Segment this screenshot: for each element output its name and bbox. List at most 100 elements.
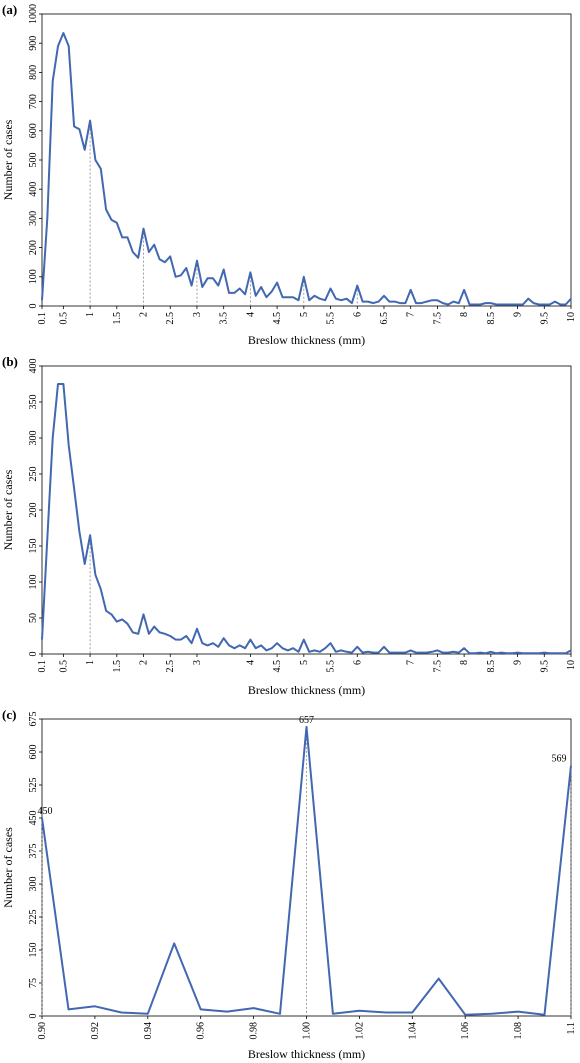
y-tick-label: 250 <box>28 467 39 482</box>
y-tick-label: 200 <box>28 503 39 518</box>
x-tick-label: 5 <box>299 312 310 317</box>
y-tick-label: 700 <box>28 94 39 109</box>
y-tick-label: 150 <box>28 943 39 958</box>
x-tick-label: 8.5 <box>486 660 497 673</box>
y-tick-label: 400 <box>28 359 39 374</box>
y-tick-label: 150 <box>28 539 39 554</box>
x-tick-label: 0.96 <box>196 1022 207 1040</box>
x-tick-label: 2.5 <box>165 312 176 325</box>
x-tick-label: 0.94 <box>143 1022 154 1040</box>
x-tick-label: 0.92 <box>90 1022 101 1040</box>
panel-label: (a) <box>2 2 17 17</box>
x-tick-label: 9 <box>513 660 524 665</box>
x-tick-label: 7.5 <box>432 660 443 673</box>
chart-panel-0: 0 100 200 300 400 500 600 700 800 900 1000 0.1 0.5 1 1… <box>1 2 577 347</box>
x-tick-label: 1.5 <box>112 660 123 673</box>
y-axis-title: Number of cases <box>1 827 15 908</box>
y-tick-label: 0 <box>28 304 39 309</box>
x-tick-label: 2 <box>139 660 150 665</box>
x-tick-label: 3 <box>192 312 203 317</box>
plot-frame <box>41 13 572 307</box>
y-tick-label: 0 <box>28 1014 39 1019</box>
x-tick-label: 0.5 <box>58 660 69 673</box>
x-tick-label: 1.00 <box>302 1022 313 1040</box>
x-tick-label: 10 <box>566 312 577 322</box>
x-tick-label: 1.5 <box>112 312 123 325</box>
x-tick-label: 7.5 <box>432 312 443 325</box>
x-tick-label: 1.02 <box>354 1022 365 1040</box>
x-tick-label: 9.5 <box>539 660 550 673</box>
y-tick-label: 300 <box>28 431 39 446</box>
data-label: 450 <box>38 806 53 817</box>
panel-label: (b) <box>2 354 18 369</box>
x-tick-label: 1 <box>85 312 96 317</box>
y-tick-label: 525 <box>28 778 39 793</box>
y-tick-label: 300 <box>28 211 39 226</box>
y-tick-label: 100 <box>28 575 39 590</box>
y-tick-label: 675 <box>28 712 39 727</box>
x-tick-label: 6.5 <box>379 312 390 325</box>
x-tick-label: 7 <box>406 660 417 665</box>
x-tick-label: 10 <box>566 660 577 670</box>
x-tick-label: 5.5 <box>326 660 337 673</box>
x-tick-label: 7 <box>406 312 417 317</box>
x-tick-label: 3 <box>192 660 203 665</box>
y-tick-label: 1000 <box>28 4 39 24</box>
x-tick-label: 3.5 <box>219 312 230 325</box>
x-tick-label: 0.1 <box>37 312 48 325</box>
x-tick-label: 0.5 <box>58 312 69 325</box>
y-tick-label: 800 <box>28 65 39 80</box>
series-line <box>41 383 572 655</box>
y-tick-label: 600 <box>28 745 39 760</box>
plot-frame <box>41 365 572 655</box>
x-tick-label: 9.5 <box>539 312 550 325</box>
y-tick-label: 375 <box>28 844 39 859</box>
y-tick-label: 400 <box>28 182 39 197</box>
x-axis-title: Breslow thickness (mm) <box>248 683 365 697</box>
x-tick-label: 9 <box>513 312 524 317</box>
y-tick-label: 100 <box>28 269 39 284</box>
y-tick-label: 200 <box>28 240 39 255</box>
x-tick-label: 4.5 <box>272 312 283 325</box>
panel-label: (c) <box>2 707 16 722</box>
x-tick-label: 4 <box>245 660 256 665</box>
y-tick-label: 75 <box>28 978 39 988</box>
x-tick-label: 5.5 <box>326 312 337 325</box>
x-axis-title: Breslow thickness (mm) <box>248 333 365 347</box>
y-tick-label: 225 <box>28 910 39 925</box>
x-tick-label: 1.08 <box>513 1022 524 1040</box>
x-tick-label: 1.06 <box>460 1022 471 1040</box>
y-tick-label: 50 <box>28 613 39 623</box>
x-tick-label: 2.5 <box>165 660 176 673</box>
x-tick-label: 1 <box>85 660 96 665</box>
y-axis-title: Number of cases <box>1 469 15 550</box>
y-axis-title: Number of cases <box>1 119 15 200</box>
chart-panel-1: 0 50 100 150 200 250 300 350 400 0.1 0.5 1 1.5 2 2.5 3 4… <box>1 354 577 697</box>
x-tick-label: 1.1 <box>566 1022 577 1035</box>
x-axis-title: Breslow thickness (mm) <box>248 1047 365 1061</box>
x-tick-label: 8 <box>459 312 470 317</box>
x-tick-label: 4 <box>245 312 256 317</box>
x-tick-label: 6 <box>352 312 363 317</box>
data-label: 569 <box>552 754 567 765</box>
series-line <box>41 32 572 306</box>
chart-panel-2: 0 75 150 225 300 375 450 525 600 675 0.90 0.92 0.94 0… <box>1 707 577 1061</box>
x-tick-label: 1.04 <box>407 1022 418 1040</box>
x-tick-label: 4.5 <box>272 660 283 673</box>
y-tick-label: 350 <box>28 395 39 410</box>
y-tick-label: 600 <box>28 123 39 138</box>
x-tick-label: 0.98 <box>249 1022 260 1040</box>
x-tick-label: 8 <box>459 660 470 665</box>
data-label: 657 <box>299 715 314 726</box>
x-tick-label: 0.90 <box>37 1022 48 1040</box>
x-tick-label: 0.1 <box>37 660 48 673</box>
y-tick-label: 300 <box>28 877 39 892</box>
x-tick-label: 6 <box>352 660 363 665</box>
y-tick-label: 0 <box>28 652 39 657</box>
y-tick-label: 500 <box>28 153 39 168</box>
x-tick-label: 5 <box>299 660 310 665</box>
x-tick-label: 8.5 <box>486 312 497 325</box>
y-tick-label: 900 <box>28 36 39 51</box>
x-tick-label: 2 <box>139 312 150 317</box>
